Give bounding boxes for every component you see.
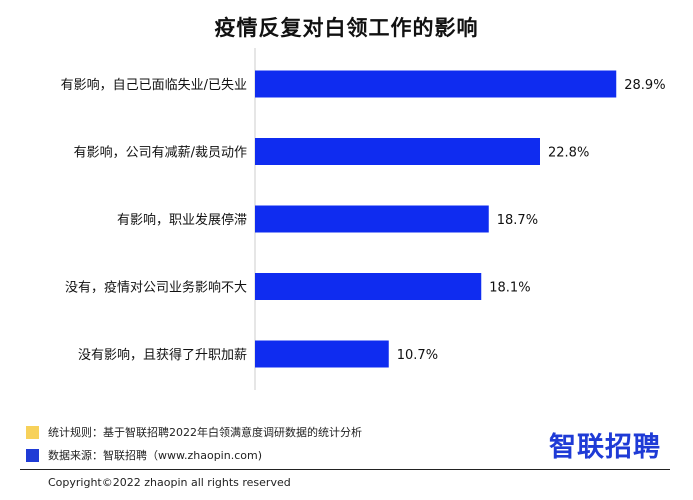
copyright-text: Copyright©2022 zhaopin all rights reserv… [48,476,291,489]
bar [255,205,489,233]
bar [255,273,482,300]
legend-item-rule: 统计规则：基于智联招聘2022年白领满意度调研数据的统计分析 [26,424,362,440]
category-label: 有影响，自己已面临失业/已失业 [61,77,247,93]
legend-swatch-rule [26,425,39,439]
bar [255,138,540,165]
value-label: 18.7% [497,213,538,228]
bars-layer: 有影响，自己已面临失业/已失业 28.9% 有影响，公司有减薪/裁员动作 22.8% 有… [61,70,666,368]
value-label: 10.7% [397,348,438,363]
footer-divider [20,469,670,470]
bar [255,340,389,368]
chart-title: 疫情反复对白领工作的影响 [214,16,479,40]
value-label: 28.9% [624,78,665,93]
category-label: 有影响，公司有减薪/裁员动作 [74,145,247,161]
value-label: 18.1% [489,281,530,296]
category-label: 有影响，职业发展停滞 [117,212,247,228]
value-label: 22.8% [548,146,589,161]
legend-label-source: 数据来源：智联招聘（www.zhaopin.com) [48,449,262,462]
bar [255,70,617,98]
category-label: 没有，疫情对公司业务影响不大 [65,280,247,296]
zhaopin-logo: 智联招聘 [549,432,661,463]
legend-item-source: 数据来源：智联招聘（www.zhaopin.com) [26,447,262,463]
legend-label-rule: 统计规则：基于智联招聘2022年白领满意度调研数据的统计分析 [48,426,362,439]
bar-chart: 有影响，自己已面临失业/已失业 28.9% 有影响，公司有减薪/裁员动作 22.8% 有… [61,48,666,390]
legend-swatch-source [26,448,39,462]
category-label: 没有影响，且获得了升职加薪 [78,347,247,363]
